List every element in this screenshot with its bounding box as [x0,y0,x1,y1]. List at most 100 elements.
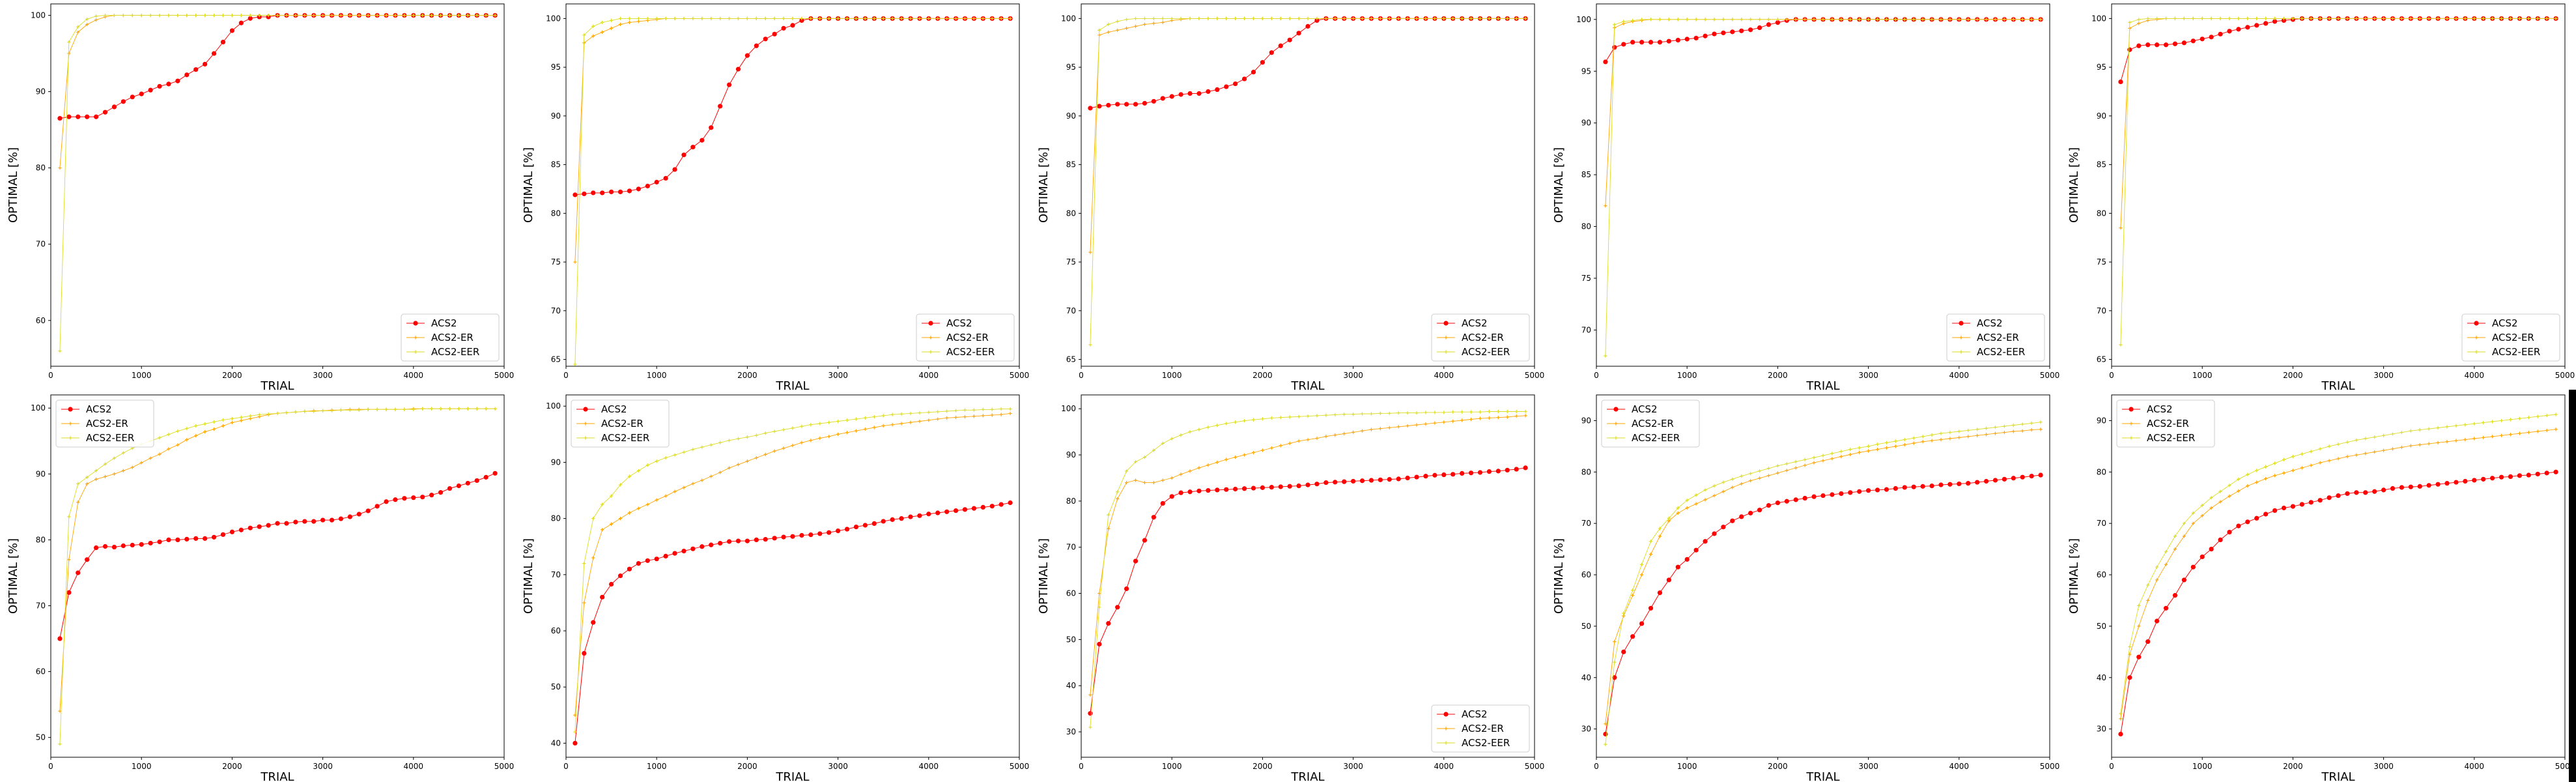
series-line-acs2 [2120,471,2556,734]
y-tick-label: 100 [2091,14,2106,23]
legend-marker [929,336,933,340]
series-line-acs2 [2120,18,2556,82]
y-tick-label: 75 [2097,257,2106,267]
data-point [1975,427,1979,431]
data-point [2436,441,2440,444]
y-tick-label: 40 [1581,673,1591,682]
data-point [2228,494,2231,498]
data-point [167,433,171,437]
y-tick-label: 90 [2097,416,2106,425]
data-point [1622,20,1626,23]
data-point [2336,457,2340,461]
data-point [1811,494,1817,499]
data-point [1124,102,1129,107]
data-point [203,422,207,426]
data-point [2454,480,2459,485]
data-point [321,409,325,413]
plot-frame [50,3,505,367]
data-point [2399,430,2404,435]
data-point [2554,413,2558,416]
data-point [2327,459,2331,463]
data-point [1496,16,1500,21]
legend-marker [2474,336,2478,340]
data-point [736,16,741,21]
data-point [1604,204,1607,208]
data-point [1442,16,1446,21]
data-point [754,456,758,460]
data-point [836,529,841,534]
y-axis-label: OPTIMAL [%] [2067,147,2081,223]
data-point [2373,435,2377,439]
data-point [1460,471,1465,476]
data-point [2237,16,2241,21]
data-point [1921,435,1925,439]
chart-panel-4: 0 1000 2000 3000 4000 5000 70 75 80 85 90 95 100 TRIA… [1546,0,2061,391]
scrollbar[interactable] [2569,390,2576,782]
data-point [158,436,162,440]
data-point [1983,478,1989,484]
data-point [2373,450,2377,454]
data-point [1297,414,1301,418]
data-point [1867,18,1871,22]
data-point [85,475,89,479]
data-point [67,51,71,55]
data-point [1116,490,1120,494]
data-point [412,407,416,411]
data-point [139,13,143,18]
legend-label: ACS2-ER [946,332,989,343]
chart-svg: 0 1000 2000 3000 4000 5000 65 70 75 80 85 90 95 100 TR… [2067,3,2575,391]
data-point [2426,483,2431,488]
data-point [673,489,677,493]
y-tick-label: 90 [1581,119,1591,128]
data-point [1903,18,1906,22]
data-point [1612,45,1617,50]
chart-panel-3: 0 1000 2000 3000 4000 5000 65 70 75 80 85 90 95 100 TR… [1030,0,1546,391]
data-point [1604,354,1607,358]
x-tick-label: 0 [2109,371,2114,380]
data-point [238,527,244,532]
data-point [2263,512,2269,517]
data-point [1821,18,1825,22]
data-point [754,537,759,542]
data-point [1424,16,1428,21]
data-point [1106,102,1111,108]
legend [1431,313,1530,362]
data-point [85,23,89,27]
data-point [1360,16,1365,21]
data-point [2300,452,2304,456]
data-point [102,109,108,115]
data-point [636,469,640,472]
data-point [2345,16,2349,21]
data-point [664,16,668,21]
data-point [2399,16,2404,21]
data-point [2490,476,2495,481]
data-point [936,410,940,414]
legend-label: ACS2 [1977,317,2003,329]
chart-svg: 0 1000 2000 3000 4000 5000 30 40 50 60 70 80 90 TRIAL… [1552,394,2059,782]
data-point [176,443,180,447]
data-point [2127,47,2132,52]
data-point [772,16,776,21]
data-point [466,13,470,18]
data-point [2372,489,2377,494]
data-point [294,13,298,18]
data-point [736,463,741,467]
data-point [2137,624,2141,628]
data-point [1323,480,1329,485]
data-point [1088,725,1092,729]
data-point [645,558,650,563]
data-point [2517,16,2521,21]
data-point [1125,480,1129,485]
legend-marker [68,436,72,440]
data-point [457,407,460,411]
data-point [2011,423,2015,427]
data-point [809,423,813,427]
data-point [1631,588,1635,592]
data-point [836,16,840,21]
y-axis-label: OPTIMAL [%] [522,147,535,223]
x-tick-label: 2000 [222,371,242,380]
data-point [2190,38,2196,44]
data-point [1196,91,1202,96]
data-point [1649,552,1653,557]
data-point [1387,16,1391,21]
